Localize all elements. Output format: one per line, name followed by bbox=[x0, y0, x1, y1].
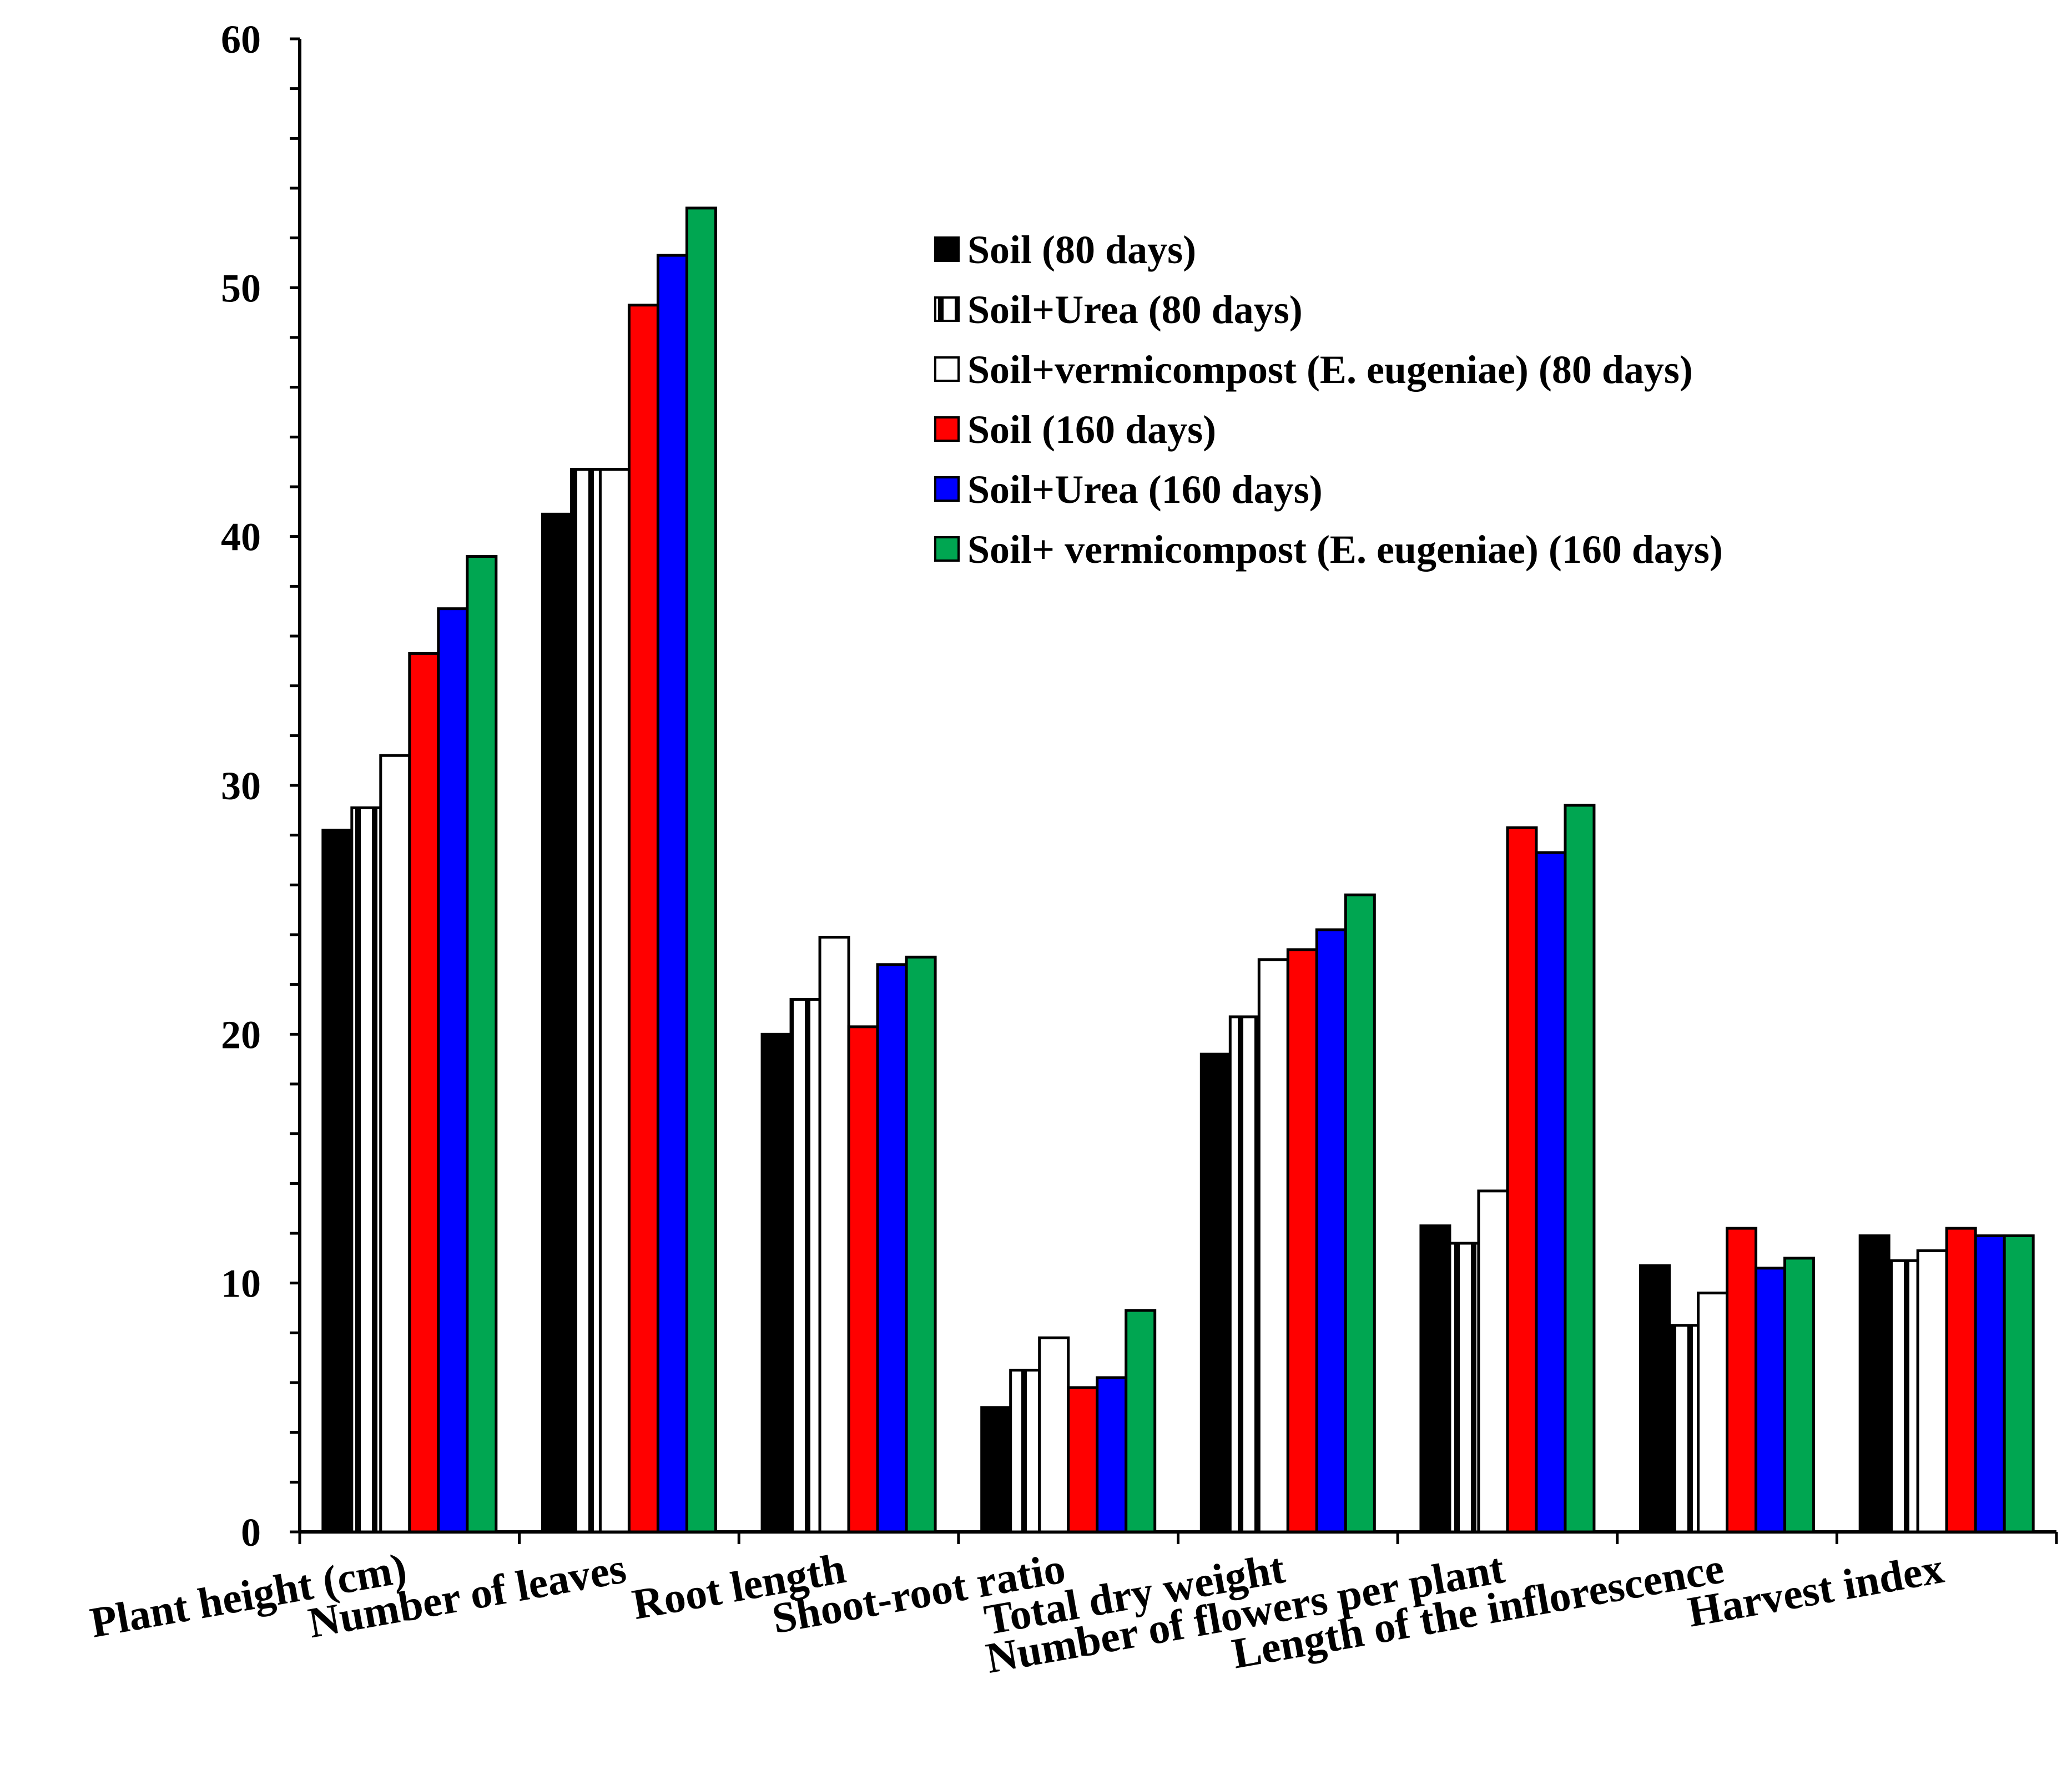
bar-4-3 bbox=[847, 1025, 879, 1534]
bar-2-3 bbox=[789, 998, 821, 1534]
legend-swatch-1 bbox=[934, 236, 960, 262]
legend-swatch-6 bbox=[934, 536, 960, 562]
bar-4-2 bbox=[627, 304, 659, 1534]
bar-5-7 bbox=[1755, 1267, 1787, 1534]
bar-1-5 bbox=[1199, 1052, 1232, 1534]
y-tick-label: 50 bbox=[221, 266, 261, 310]
bar-5-8 bbox=[1974, 1234, 2006, 1534]
bar-3-1 bbox=[379, 754, 411, 1534]
legend-label-1: Soil (80 days) bbox=[967, 228, 1196, 272]
bar-5-1 bbox=[437, 607, 469, 1534]
legend-swatch-5 bbox=[934, 476, 960, 502]
bar-6-1 bbox=[466, 555, 498, 1534]
bar-1-6 bbox=[1419, 1224, 1451, 1534]
bar-2-2 bbox=[569, 468, 602, 1534]
bar-1-7 bbox=[1639, 1264, 1671, 1534]
bar-5-4 bbox=[1096, 1376, 1128, 1534]
bar-1-4 bbox=[980, 1406, 1012, 1534]
y-tick-label: 20 bbox=[221, 1012, 261, 1057]
bar-6-4 bbox=[1125, 1309, 1157, 1534]
y-tick-label: 60 bbox=[221, 17, 261, 62]
legend-label-3: Soil+vermicompost (E. eugeniae) (80 days… bbox=[967, 347, 1693, 392]
bar-2-4 bbox=[1009, 1369, 1041, 1534]
bar-3-3 bbox=[818, 935, 850, 1534]
bar-2-7 bbox=[1668, 1324, 1700, 1534]
bar-3-2 bbox=[598, 468, 631, 1534]
bar-4-7 bbox=[1726, 1227, 1758, 1534]
bar-1-3 bbox=[760, 1032, 793, 1534]
legend: Soil (80 days) Soil+Urea (80 days) Soil+ve… bbox=[934, 228, 1723, 572]
bar-6-7 bbox=[1783, 1257, 1816, 1534]
y-tick-label: 40 bbox=[221, 515, 261, 559]
bar-2-1 bbox=[350, 806, 382, 1534]
legend-label-2: Soil+Urea (80 days) bbox=[967, 288, 1303, 332]
y-tick-label: 10 bbox=[221, 1262, 261, 1306]
bar-3-8 bbox=[1916, 1249, 1948, 1534]
bar-4-6 bbox=[1506, 826, 1538, 1534]
bar-1-1 bbox=[321, 829, 354, 1534]
bar-2-6 bbox=[1448, 1242, 1480, 1534]
bar-1-8 bbox=[1858, 1234, 1890, 1534]
bar-6-5 bbox=[1344, 893, 1376, 1534]
y-tick-label: 0 bbox=[241, 1510, 261, 1555]
bar-5-5 bbox=[1315, 928, 1347, 1534]
legend-label-4: Soil (160 days) bbox=[967, 407, 1216, 452]
legend-swatch-2 bbox=[934, 296, 960, 322]
bar-4-5 bbox=[1286, 948, 1318, 1534]
bar-4-1 bbox=[408, 652, 440, 1534]
legend-swatch-3 bbox=[934, 356, 960, 382]
bar-3-5 bbox=[1257, 958, 1289, 1534]
bar-3-4 bbox=[1038, 1336, 1070, 1534]
bar-2-5 bbox=[1228, 1015, 1261, 1534]
bar-5-3 bbox=[876, 963, 908, 1534]
bar-6-2 bbox=[685, 206, 717, 1534]
bar-6-3 bbox=[905, 955, 937, 1534]
bar-3-6 bbox=[1477, 1189, 1509, 1534]
bar-4-4 bbox=[1067, 1386, 1099, 1534]
legend-label-6: Soil+ vermicompost (E. eugeniae) (160 da… bbox=[967, 527, 1723, 572]
x-tick-label: Harvest index bbox=[1684, 1544, 1947, 1636]
bar-1-2 bbox=[541, 512, 573, 1534]
bar-5-2 bbox=[656, 254, 688, 1534]
bar-2-8 bbox=[1887, 1259, 1919, 1534]
y-tick-label: 30 bbox=[221, 764, 261, 808]
legend-swatch-4 bbox=[934, 416, 960, 442]
bar-3-7 bbox=[1697, 1292, 1729, 1534]
bar-4-8 bbox=[1945, 1227, 1977, 1534]
legend-label-5: Soil+Urea (160 days) bbox=[967, 467, 1323, 512]
bar-6-8 bbox=[2003, 1234, 2035, 1534]
bar-6-6 bbox=[1564, 804, 1596, 1534]
bar-5-6 bbox=[1535, 851, 1567, 1534]
